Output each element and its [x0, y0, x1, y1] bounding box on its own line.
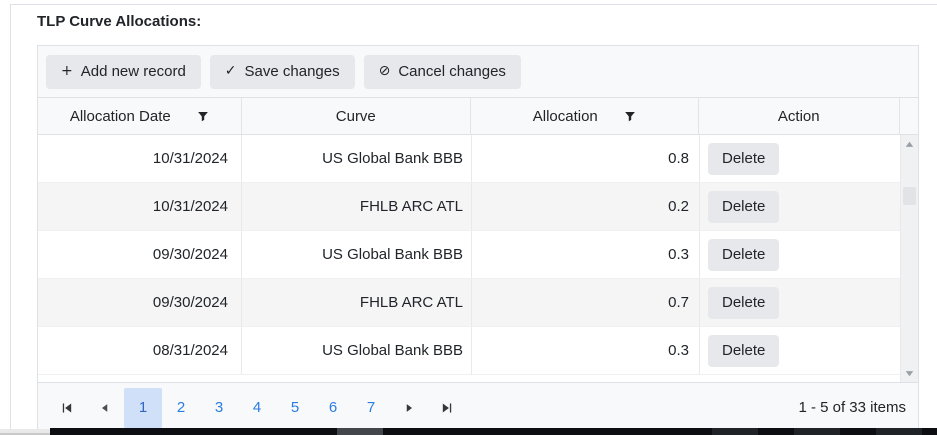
tlp-allocations-panel: TLP Curve Allocations: + Add new record …: [10, 4, 937, 432]
column-label: Action: [777, 107, 820, 125]
cell-allocation: 0.8: [472, 135, 700, 182]
dark-strip-segment: [337, 428, 383, 435]
horizontal-scrollbar-corner: [0, 429, 50, 435]
table-row: 09/30/2024 US Global Bank BBB 0.3 Delete: [38, 231, 902, 279]
cell-allocation-date: 09/30/2024: [38, 231, 242, 278]
column-header-allocation-date[interactable]: Allocation Date: [38, 98, 242, 134]
scrollbar-thumb[interactable]: [903, 187, 916, 205]
page-button-3[interactable]: 3: [200, 388, 238, 428]
scroll-down-icon[interactable]: [901, 366, 918, 380]
cell-allocation-date: 09/30/2024: [38, 279, 242, 326]
cancel-changes-label: Cancel changes: [398, 62, 506, 80]
page-button-2[interactable]: 2: [162, 388, 200, 428]
page-button-1[interactable]: 1: [124, 387, 162, 428]
page-button-5[interactable]: 5: [276, 388, 314, 428]
save-changes-label: Save changes: [244, 62, 340, 80]
cell-curve: FHLB ARC ATL: [242, 183, 472, 230]
dark-strip-segment: [876, 428, 922, 435]
cell-action: Delete: [700, 231, 902, 278]
grid-toolbar: + Add new record ✓ Save changes ⊘ Cancel…: [38, 46, 918, 98]
last-page-button[interactable]: [428, 388, 466, 428]
page-button-4[interactable]: 4: [238, 388, 276, 428]
dark-strip-segment: [794, 428, 840, 435]
cell-curve: FHLB ARC ATL: [242, 279, 472, 326]
page-button-7[interactable]: 7: [352, 388, 390, 428]
dark-strip: [50, 428, 937, 435]
add-new-record-label: Add new record: [80, 62, 186, 80]
pager-nav: 1 2 3 4 5 6 7: [48, 387, 466, 428]
cell-curve: US Global Bank BBB: [242, 135, 472, 182]
page-button-6[interactable]: 6: [314, 388, 352, 428]
grid-header: Allocation Date Curve Allocation Action: [38, 98, 918, 135]
plus-icon: +: [61, 63, 73, 80]
cell-allocation: 0.7: [472, 279, 700, 326]
cell-curve: US Global Bank BBB: [242, 231, 472, 278]
cell-allocation-date: 08/31/2024: [38, 327, 242, 374]
next-page-button[interactable]: [390, 388, 428, 428]
column-header-allocation[interactable]: Allocation: [471, 98, 699, 134]
cell-action: Delete: [700, 183, 902, 230]
cell-allocation-date: 10/31/2024: [38, 183, 242, 230]
delete-button[interactable]: Delete: [708, 238, 780, 271]
delete-button[interactable]: Delete: [708, 334, 780, 367]
cancel-changes-button[interactable]: ⊘ Cancel changes: [363, 54, 521, 89]
delete-button[interactable]: Delete: [708, 142, 780, 175]
filter-icon[interactable]: [624, 110, 636, 123]
dark-strip-segment: [712, 428, 758, 435]
save-changes-button[interactable]: ✓ Save changes: [209, 54, 355, 89]
cell-allocation: 0.2: [472, 183, 700, 230]
table-row: 10/31/2024 US Global Bank BBB 0.8 Delete: [38, 135, 902, 183]
cell-curve: US Global Bank BBB: [242, 327, 472, 374]
add-new-record-button[interactable]: + Add new record: [46, 54, 201, 89]
column-header-curve[interactable]: Curve: [242, 98, 472, 134]
table-row: 10/31/2024 FHLB ARC ATL 0.2 Delete: [38, 183, 902, 231]
panel-title: TLP Curve Allocations:: [37, 13, 202, 30]
table-row: 09/30/2024 FHLB ARC ATL 0.7 Delete: [38, 279, 902, 327]
scroll-up-icon[interactable]: [901, 137, 918, 151]
grid-pager: 1 2 3 4 5 6 7 1 - 5 of 33 items: [38, 382, 918, 432]
cell-allocation-date: 10/31/2024: [38, 135, 242, 182]
column-label: Allocation Date: [69, 107, 171, 125]
cell-action: Delete: [700, 279, 902, 326]
column-header-action[interactable]: Action: [699, 98, 901, 134]
table-row: 08/31/2024 US Global Bank BBB 0.3 Delete: [38, 327, 902, 375]
grid-body: 10/31/2024 US Global Bank BBB 0.8 Delete…: [38, 135, 918, 382]
column-label: Curve: [335, 107, 376, 125]
filter-icon[interactable]: [197, 110, 209, 123]
cancel-icon: ⊘: [378, 63, 391, 80]
cell-action: Delete: [700, 135, 902, 182]
first-page-button[interactable]: [48, 388, 86, 428]
pager-info: 1 - 5 of 33 items: [798, 399, 906, 416]
prev-page-button[interactable]: [86, 388, 124, 428]
delete-button[interactable]: Delete: [708, 190, 780, 223]
cell-allocation: 0.3: [472, 231, 700, 278]
cell-action: Delete: [700, 327, 902, 374]
delete-button[interactable]: Delete: [708, 286, 780, 319]
check-icon: ✓: [224, 63, 237, 80]
allocations-grid: + Add new record ✓ Save changes ⊘ Cancel…: [37, 45, 919, 432]
column-label: Allocation: [532, 107, 598, 125]
scrollbar-spacer: [900, 98, 918, 134]
vertical-scrollbar[interactable]: [900, 135, 918, 382]
cell-allocation: 0.3: [472, 327, 700, 374]
